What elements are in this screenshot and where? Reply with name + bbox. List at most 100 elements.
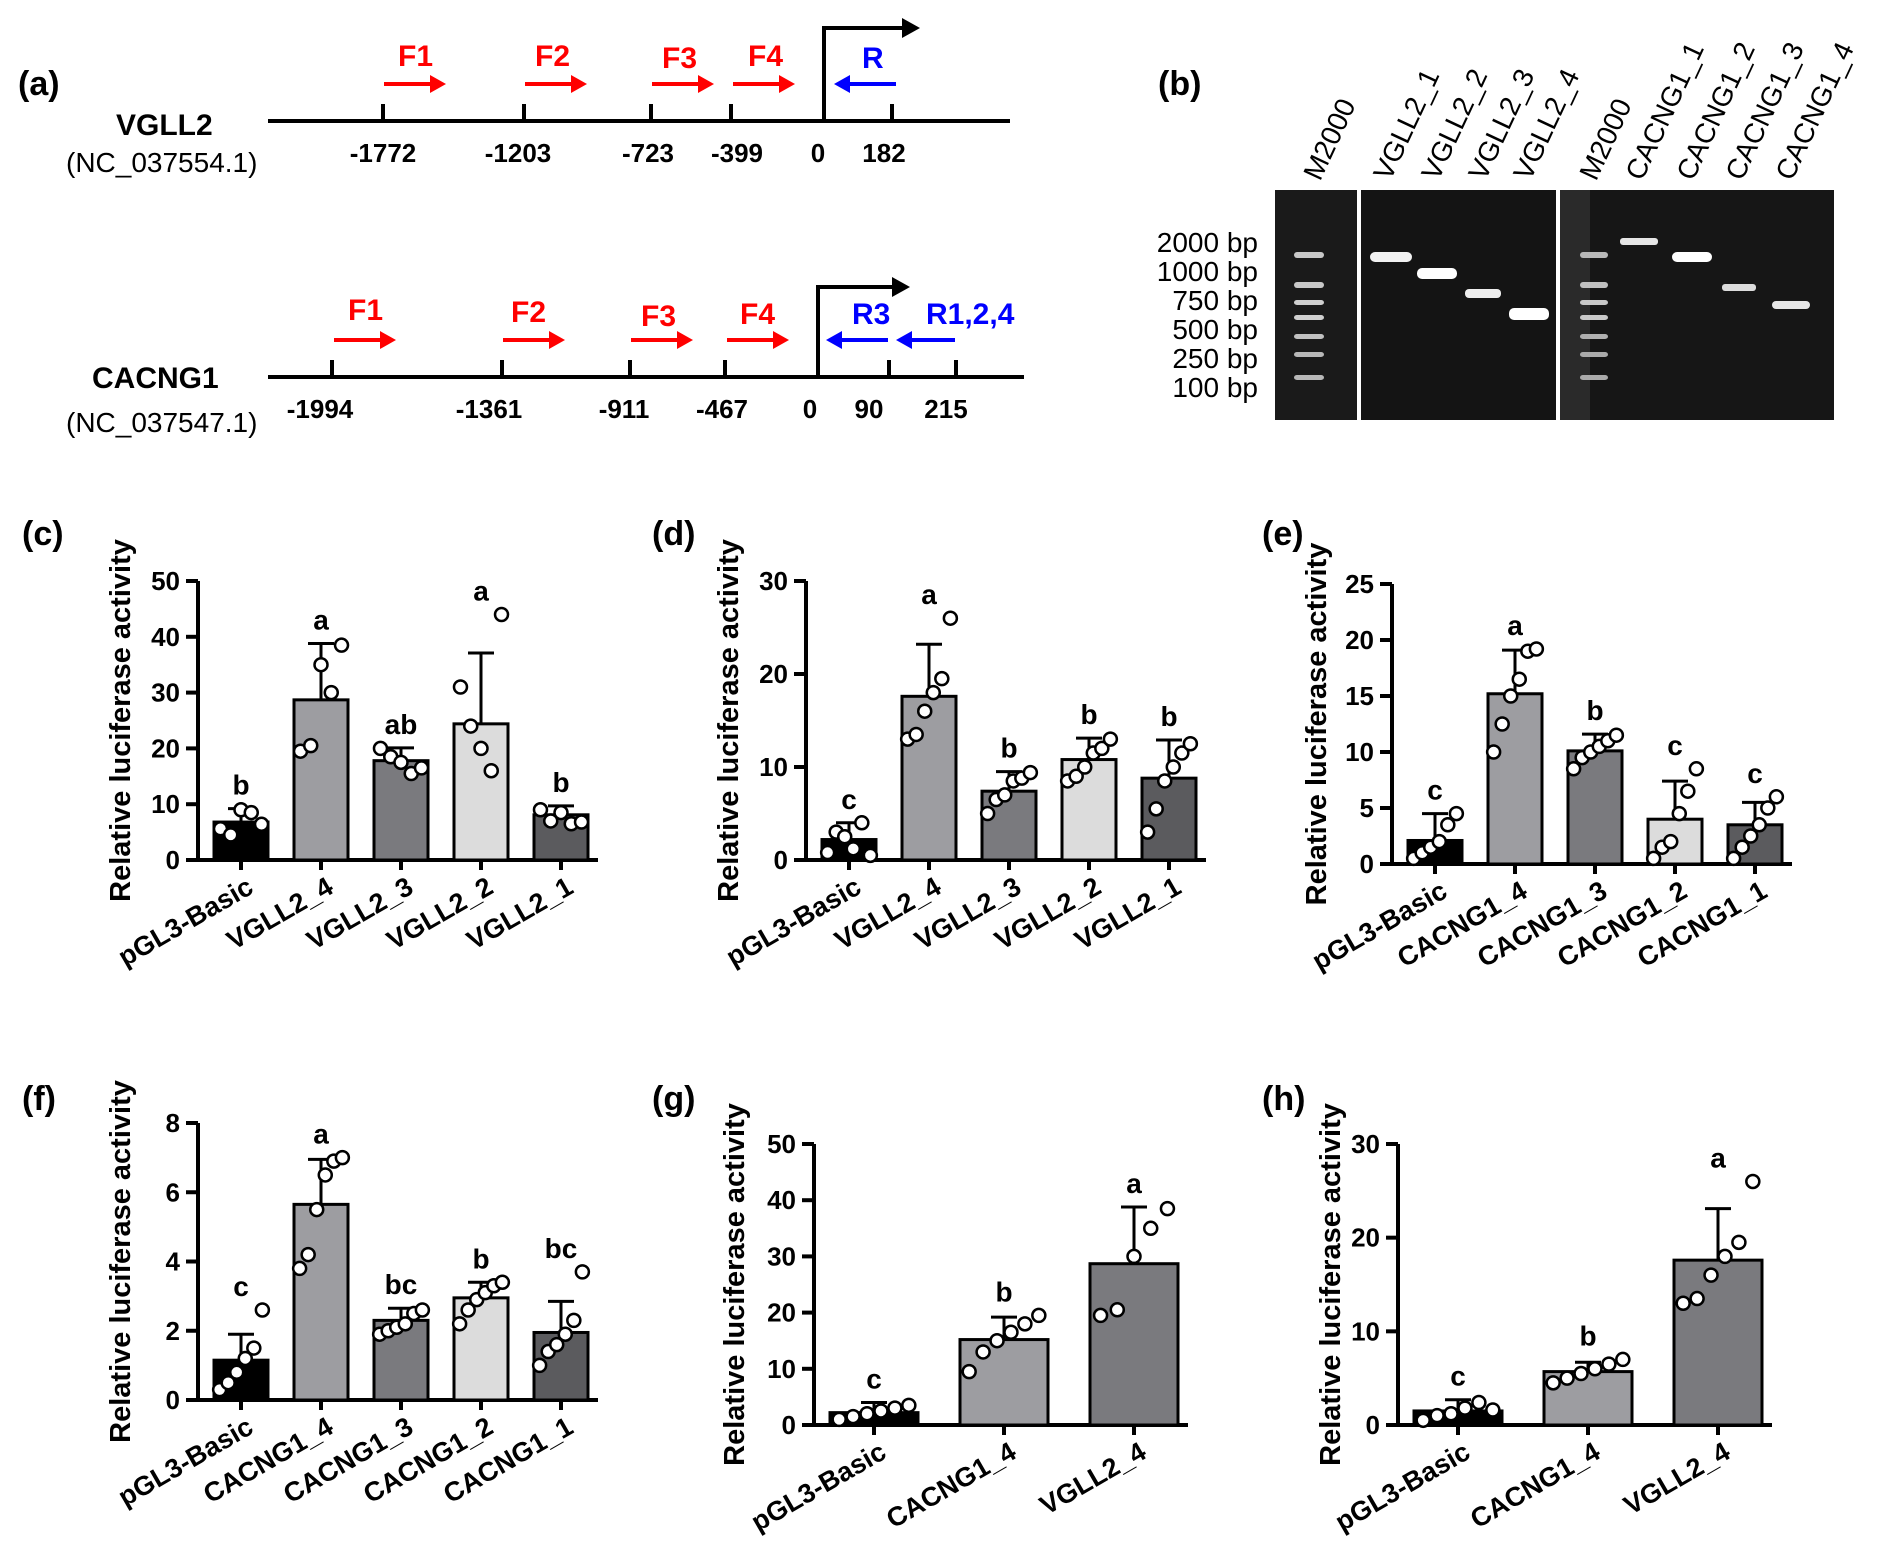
y-axis-label: Relative luciferase activity <box>105 1080 137 1443</box>
data-point <box>1680 783 1696 799</box>
category-label: VGLL2_4 <box>1035 1436 1151 1521</box>
data-point <box>542 813 559 829</box>
vgll2-pos-3: -723 <box>622 138 674 168</box>
gel-vgll2-lanes <box>1361 190 1556 420</box>
vgll2-r-label: R <box>862 42 884 75</box>
vgll2-pos-1: -1772 <box>350 138 417 168</box>
data-point <box>819 844 836 861</box>
data-point <box>1502 688 1519 704</box>
y-tick-label: 20 <box>759 659 788 689</box>
y-tick-label: 2 <box>166 1316 180 1346</box>
significance-letter: bc <box>385 1269 418 1300</box>
data-point <box>393 754 409 771</box>
data-point <box>291 1260 308 1277</box>
data-point <box>334 1149 351 1166</box>
data-point <box>531 1357 548 1374</box>
data-point <box>1068 768 1084 785</box>
cacng1-f4-label: F4 <box>740 298 775 331</box>
significance-letter: b <box>1080 699 1097 730</box>
cacng1-gene-name: CACNG1 <box>92 362 219 395</box>
significance-letter: a <box>313 604 329 635</box>
data-point <box>1443 1406 1459 1422</box>
data-point <box>532 802 549 818</box>
data-point <box>243 804 260 821</box>
category-label: pGL3-Basic <box>1330 1436 1475 1537</box>
data-point <box>1485 744 1502 760</box>
category-label: CACNG1_4 <box>881 1436 1021 1534</box>
data-point <box>228 1364 245 1381</box>
cacng1-r124-arrowhead <box>896 331 912 349</box>
data-point <box>1415 1412 1431 1429</box>
panel-a-letter: (a) <box>18 65 60 103</box>
significance-letter: c <box>1667 730 1683 761</box>
y-tick-label: 30 <box>1351 1129 1380 1159</box>
significance-letter: a <box>1507 610 1523 641</box>
significance-letter: a <box>1710 1142 1726 1173</box>
data-point <box>246 1340 262 1356</box>
data-point <box>317 1167 334 1183</box>
panel-letter: (e) <box>1262 515 1304 553</box>
significance-letter: bc <box>545 1233 578 1264</box>
y-axis-label: Relative luciferase activity <box>1301 543 1333 906</box>
ladder-label-4: 500 bp <box>1172 314 1258 345</box>
data-point <box>220 1374 236 1391</box>
data-point <box>916 703 933 719</box>
significance-letter: b <box>995 1276 1012 1307</box>
cacng1-pos-6: 90 <box>855 394 884 424</box>
ladder-label-1: 2000 bp <box>1157 227 1258 258</box>
bar <box>958 1338 1050 1427</box>
data-point <box>452 679 469 695</box>
cacng1-f2-label: F2 <box>511 296 546 329</box>
data-point <box>1615 1351 1631 1368</box>
gel-ladder-bands-1 <box>1294 252 1324 380</box>
ladder-label-6: 100 bp <box>1172 372 1258 403</box>
data-point <box>887 1400 903 1416</box>
data-point <box>1094 740 1110 757</box>
data-point <box>1559 1370 1575 1386</box>
cacng1-r3-arrowhead <box>826 331 842 349</box>
panel-letter: (h) <box>1262 1080 1305 1118</box>
significance-letter: b <box>232 770 249 801</box>
data-point <box>859 1406 875 1422</box>
data-point <box>1448 805 1465 822</box>
y-tick-label: 30 <box>767 1241 796 1271</box>
bar <box>1672 1258 1764 1427</box>
data-point <box>1662 833 1679 850</box>
data-point <box>483 762 500 779</box>
data-point <box>831 1411 847 1428</box>
data-point <box>573 814 590 830</box>
data-point <box>460 1302 476 1318</box>
cacng1-pos-3: -911 <box>599 394 650 424</box>
gel-ladder-bands-2 <box>1580 252 1608 380</box>
data-point <box>1457 1400 1473 1416</box>
y-tick-label: 10 <box>759 752 788 782</box>
vgll2-f2-label: F2 <box>535 40 570 73</box>
y-axis-label: Relative luciferase activity <box>105 539 137 902</box>
cacng1-accession: (NC_037547.1) <box>66 407 257 438</box>
data-point <box>1182 736 1199 752</box>
data-point <box>1494 716 1510 732</box>
vgll2-pos-6: 182 <box>862 138 905 168</box>
data-point <box>975 1344 991 1360</box>
data-point <box>566 1312 582 1329</box>
data-point <box>413 760 430 776</box>
vgll2-pos-4: -399 <box>711 138 763 168</box>
y-tick-label: 0 <box>782 1410 796 1440</box>
y-tick-label: 30 <box>151 678 180 708</box>
ladder-label-2: 1000 bp <box>1157 256 1258 287</box>
vgll2-f4-arrowhead <box>779 75 795 93</box>
y-tick-label: 0 <box>774 845 788 875</box>
cacng1-f3-arrowhead <box>677 331 693 349</box>
data-point <box>1745 1173 1761 1190</box>
vgll2-tss-arrowhead <box>902 18 920 38</box>
category-label: CACNG1_4 <box>1465 1436 1605 1534</box>
y-tick-label: 4 <box>166 1247 181 1277</box>
cacng1-f2-arrowhead <box>549 331 565 349</box>
bar <box>1140 776 1198 862</box>
data-point <box>1742 828 1759 844</box>
significance-letter: c <box>1450 1361 1466 1392</box>
data-point <box>961 1363 977 1380</box>
significance-letter: a <box>473 575 489 606</box>
data-point <box>1671 805 1688 822</box>
cacng1-pos-5: 0 <box>803 394 817 424</box>
